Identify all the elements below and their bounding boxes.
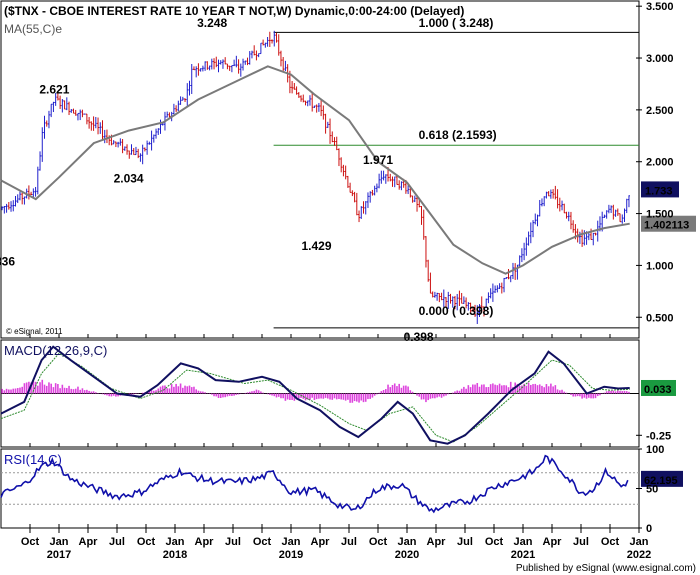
- x-month-label: Apr: [195, 536, 215, 548]
- x-month-label: Jul: [341, 536, 357, 548]
- x-year-label: 2022: [627, 549, 651, 561]
- rsi-last-label: 62.195: [644, 475, 678, 487]
- price-annotation: 0.398: [404, 330, 434, 344]
- x-month-label: Jul: [457, 536, 473, 548]
- rsi-ytick-label: 0: [646, 523, 652, 535]
- macd-last-box: [641, 379, 676, 396]
- x-year-label: 2020: [395, 549, 419, 561]
- rsi-legend: RSI(14,C): [4, 452, 62, 467]
- x-month-label: Oct: [253, 536, 272, 548]
- x-month-label: Oct: [21, 536, 40, 548]
- macd-ytick-label: -0.25: [646, 430, 671, 442]
- x-month-label: Jul: [109, 536, 125, 548]
- x-month-label: Apr: [543, 536, 563, 548]
- ma-55-line: [0, 65, 630, 275]
- last-ma-label: 1.402113: [644, 220, 689, 232]
- copyright-text: © eSignal, 2011: [6, 327, 63, 336]
- rsi-ytick-label: 100: [646, 444, 664, 456]
- price-ytick-label: 2.500: [646, 105, 674, 117]
- macd-last-label: 0.033: [644, 384, 672, 396]
- rsi-line: [0, 454, 629, 514]
- price-ytick-label: 3.500: [646, 1, 674, 13]
- rsi-ytick-label: 50: [646, 484, 658, 496]
- x-month-label: Jan: [514, 536, 533, 548]
- x-month-label: Apr: [79, 536, 99, 548]
- rsi-panel: [0, 448, 640, 529]
- x-month-label: Oct: [601, 536, 620, 548]
- x-month-label: Jan: [630, 536, 649, 548]
- price-annotation: 3.248: [197, 16, 227, 30]
- x-month-label: Oct: [485, 536, 504, 548]
- price-annotation: 1.000 ( 3.248): [419, 16, 494, 30]
- ma-legend: MA(55,C)e: [4, 22, 62, 36]
- price-ytick-label: 0.500: [646, 312, 674, 324]
- footer-credit: Published by eSignal (www.esignal.com): [516, 563, 696, 574]
- price-ytick-label: 1.000: [646, 260, 674, 272]
- rsi-last-box: [641, 470, 683, 487]
- x-year-label: 2017: [47, 549, 71, 561]
- price-ytick-label: 1.500: [646, 209, 674, 221]
- x-year-label: 2018: [163, 549, 187, 561]
- last-price-label: 1.733: [645, 185, 673, 197]
- price-annotation: 2.034: [114, 171, 144, 185]
- x-month-label: Jan: [398, 536, 417, 548]
- macd-legend: MACD(12,26,9,C): [4, 343, 107, 358]
- price-panel: [0, 0, 640, 339]
- x-year-label: 2019: [279, 549, 303, 561]
- price-annotation: 0.618 (2.1593): [419, 128, 497, 142]
- x-month-label: Jan: [50, 536, 69, 548]
- price-annotation: 1.971: [363, 153, 393, 167]
- price-annotation: 2.621: [39, 82, 69, 96]
- last-ma-box: [641, 215, 696, 232]
- x-year-label: 2021: [511, 549, 535, 561]
- price-annotation: 0.000 ( 0.398): [419, 304, 494, 318]
- price-annotation: .336: [0, 254, 15, 268]
- last-price-box: [641, 181, 679, 198]
- x-month-label: Apr: [427, 536, 447, 548]
- x-month-label: Oct: [369, 536, 388, 548]
- x-month-label: Jan: [282, 536, 301, 548]
- x-month-label: Jul: [225, 536, 241, 548]
- x-month-label: Jan: [166, 536, 185, 548]
- price-ytick-label: 2.000: [646, 157, 674, 169]
- x-month-label: Oct: [137, 536, 156, 548]
- macd-line: [0, 345, 630, 445]
- x-month-label: Apr: [311, 536, 331, 548]
- price-ytick-label: 3.000: [646, 53, 674, 65]
- chart-title: ($TNX - CBOE INTEREST RATE 10 YEAR T NOT…: [4, 4, 464, 18]
- price-annotation: 1.429: [302, 239, 332, 253]
- x-month-label: Jul: [573, 536, 589, 548]
- macd-signal-line: [0, 352, 630, 443]
